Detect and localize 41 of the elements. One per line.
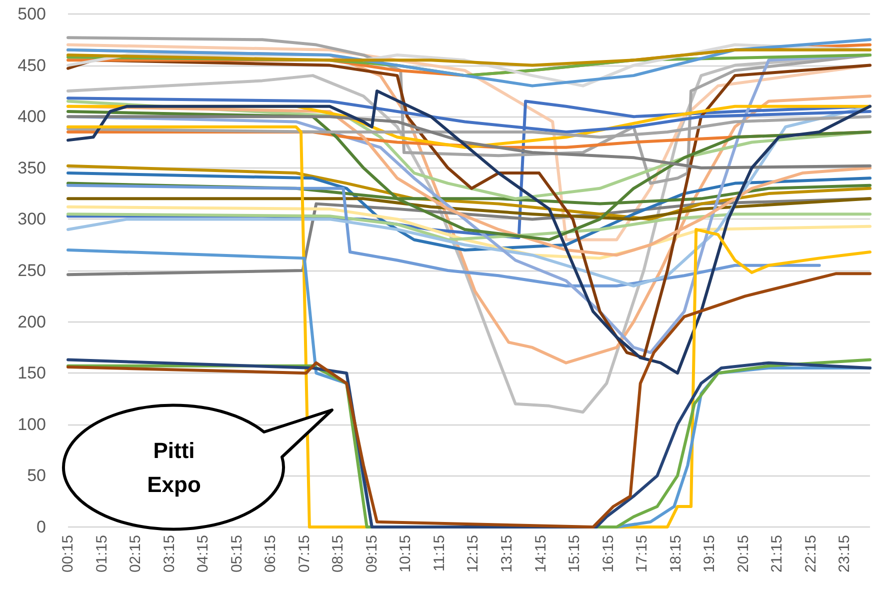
line-series	[66, 184, 821, 288]
x-tick-label: 18:15	[667, 535, 684, 573]
x-tick-label: 22:15	[802, 535, 820, 573]
y-tick-label: 300	[18, 210, 46, 229]
x-tick-label: 10:15	[397, 535, 414, 573]
y-tick-label: 150	[18, 364, 46, 383]
y-tick-label: 250	[18, 261, 46, 280]
x-tick-label: 05:15	[228, 535, 246, 573]
x-tick-label: 07:15	[296, 535, 313, 573]
y-tick-label: 100	[18, 414, 46, 434]
y-tick-label: 0	[36, 518, 46, 536]
x-tick-label: 02:15	[127, 535, 144, 573]
x-tick-label: 09:15	[363, 535, 380, 573]
y-tick-label: 50	[27, 466, 46, 486]
line-series	[66, 212, 872, 242]
x-tick-label: 08:15	[330, 535, 347, 573]
x-tick-label: 00:15	[60, 535, 76, 573]
y-tick-label: 350	[18, 158, 46, 178]
x-tick-label: 16:15	[600, 535, 617, 573]
x-tick-label: 14:15	[532, 535, 550, 573]
x-tick-label: 03:15	[160, 535, 178, 573]
line-series	[66, 197, 872, 221]
x-tick-label: 20:15	[734, 535, 752, 573]
x-tick-label: 21:15	[768, 535, 786, 573]
x-tick-label: 04:15	[194, 535, 212, 573]
x-tick-label: 15:15	[566, 535, 584, 573]
line-series	[66, 115, 872, 170]
x-tick-label: 19:15	[701, 535, 718, 573]
x-tick-label: 06:15	[262, 535, 280, 573]
y-tick-label: 450	[18, 56, 46, 75]
y-tick-label: 500	[18, 4, 46, 24]
x-tick-label: 12:15	[464, 535, 482, 573]
x-tick-label: 01:15	[93, 535, 110, 573]
y-tick-label: 400	[18, 107, 46, 126]
y-tick-label: 200	[18, 312, 46, 332]
x-tick-label: 11:15	[430, 535, 448, 572]
annotation: Pitti Expo	[146, 437, 202, 499]
x-tick-label: 17:15	[634, 535, 651, 573]
x-tick-label: 13:15	[498, 535, 516, 573]
line-series	[66, 48, 872, 67]
x-tick-label: 23:15	[836, 535, 854, 573]
